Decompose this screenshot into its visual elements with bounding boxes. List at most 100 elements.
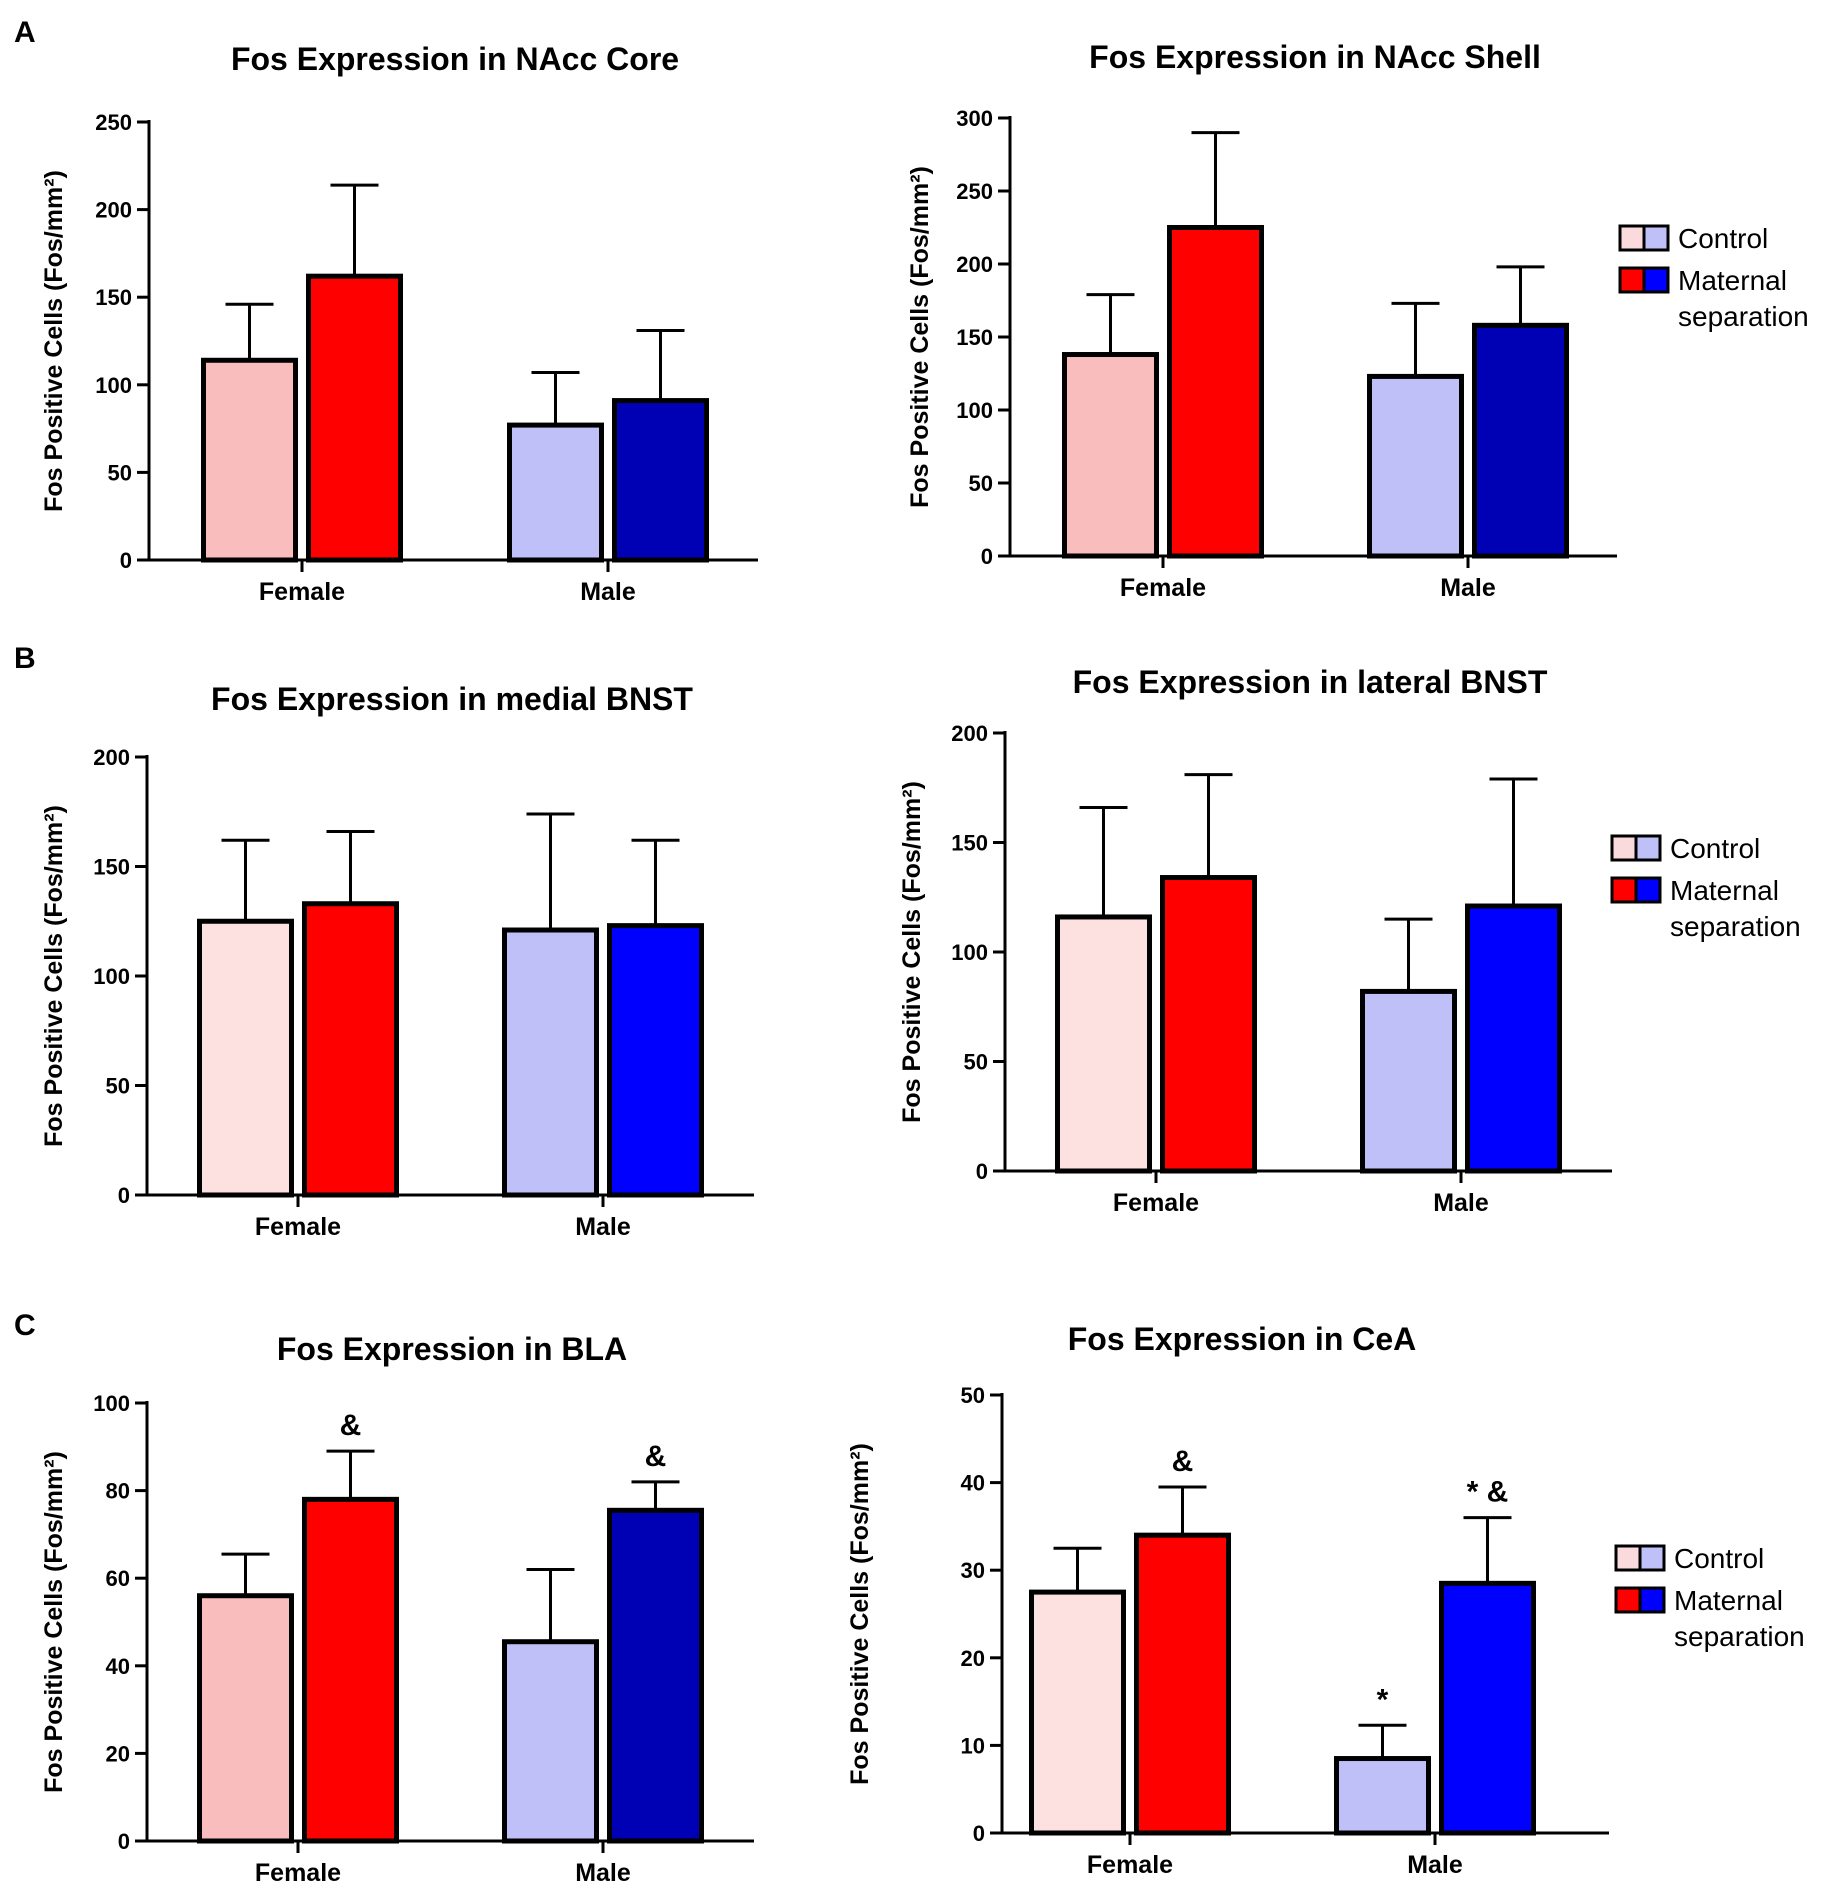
panel-letter-a: A [14,16,36,49]
significance-annotation: & [340,1409,362,1442]
y-tick-label: 80 [106,1479,130,1504]
y-tick-label: 0 [120,548,132,573]
y-axis-label: Fos Positive Cells (Fos/mm²) [40,1451,68,1793]
y-axis-label: Fos Positive Cells (Fos/mm²) [906,166,934,508]
chart-cea: Fos Expression in CeA Fos Positive Cells … [846,1321,1805,1879]
y-tick-label: 150 [956,325,993,350]
y-tick-label: 0 [973,1821,985,1846]
chart-bla: Fos Expression in BLA Fos Positive Cells … [40,1331,754,1887]
y-tick-label: 150 [95,285,132,310]
bar-maternal-separation-male [612,398,709,563]
bar-maternal-separation-female [1134,1532,1231,1836]
y-tick-label: 250 [95,110,132,135]
y-tick-label: 20 [961,1646,985,1671]
y-tick-label: 20 [106,1741,130,1766]
y-tick-label: 100 [951,940,988,965]
x-category-label: Male [1407,1851,1463,1879]
legend-swatch-ms-male [1638,1586,1666,1614]
panel-letter-b: B [14,642,36,675]
y-tick-label: 100 [956,398,993,423]
y-tick-label: 10 [961,1733,985,1758]
bar-control-male [502,927,599,1198]
x-category-label: Male [575,1859,631,1887]
y-tick-label: 0 [118,1183,130,1208]
y-tick-label: 200 [956,252,993,277]
y-tick-label: 100 [95,373,132,398]
x-category-label: Female [1087,1851,1173,1879]
significance-annotation: * & [1467,1476,1509,1509]
chart-title: Fos Expression in lateral BNST [1073,664,1548,700]
y-tick-label: 40 [106,1654,130,1679]
x-category-label: Female [1120,574,1206,602]
y-axis-label: Fos Positive Cells (Fos/mm²) [40,805,68,1147]
chart-title: Fos Expression in CeA [1068,1321,1417,1357]
bar-control-male [1367,373,1464,559]
legend-swatch-control-male [1634,834,1662,862]
legend-swatch-control-male [1642,224,1670,252]
legend-label-control: Control [1674,1543,1764,1574]
bar-control-female [201,357,298,563]
y-tick-label: 0 [981,544,993,569]
bar-control-female [1055,914,1152,1174]
y-tick-label: 50 [108,460,132,485]
y-tick-label: 0 [976,1159,988,1184]
y-tick-label: 200 [95,198,132,223]
legend-swatch-ms-female [1618,266,1646,294]
significance-annotation: & [1172,1445,1194,1478]
bar-control-male [1360,988,1457,1174]
bar-maternal-separation-female [1167,225,1264,559]
bar-maternal-separation-female [306,273,403,563]
y-tick-label: 200 [93,745,130,770]
chart-title: Fos Expression in BLA [277,1331,627,1367]
legend-swatch-control-female [1618,224,1646,252]
y-tick-label: 100 [93,964,130,989]
y-axis-label: Fos Positive Cells (Fos/mm²) [898,781,926,1123]
significance-annotation: * [1377,1683,1389,1716]
legend: Control Maternal separation [1610,833,1801,942]
bar-maternal-separation-male [607,1507,704,1844]
chart-nacc-core: Fos Expression in NAcc Core Fos Positive … [40,41,758,606]
legend-label-maternal: Maternal [1670,875,1779,906]
chart-title: Fos Expression in NAcc Shell [1089,39,1541,75]
chart-nacc-shell: Fos Expression in NAcc Shell Fos Positive… [906,39,1809,602]
legend: Control Maternal separation [1614,1543,1805,1652]
legend-label-maternal: Maternal [1674,1585,1783,1616]
panel-letter-c: C [14,1309,36,1342]
y-axis-label: Fos Positive Cells (Fos/mm²) [846,1443,874,1785]
bar-control-female [1062,352,1159,559]
x-category-label: Male [580,578,636,606]
y-tick-label: 100 [93,1391,130,1416]
legend-label-separation: separation [1678,301,1809,332]
legend-swatch-control-male [1638,1544,1666,1572]
y-tick-label: 300 [956,106,993,131]
y-tick-label: 60 [106,1566,130,1591]
legend-swatch-ms-female [1610,876,1638,904]
legend-swatch-control-female [1614,1544,1642,1572]
legend-label-maternal: Maternal [1678,265,1787,296]
legend-swatch-control-female [1610,834,1638,862]
chart-title: Fos Expression in medial BNST [211,681,693,717]
bar-maternal-separation-female [1160,875,1257,1174]
x-category-label: Female [1113,1189,1199,1217]
legend-label-control: Control [1678,223,1768,254]
bar-control-female [197,918,294,1198]
y-axis-label: Fos Positive Cells (Fos/mm²) [40,170,68,512]
bar-maternal-separation-male [1439,1580,1536,1836]
legend: Control Maternal separation [1618,223,1809,332]
x-category-label: Female [255,1859,341,1887]
legend-label-separation: separation [1670,911,1801,942]
y-tick-label: 50 [961,1383,985,1408]
bar-control-male [507,422,604,563]
significance-annotation: & [645,1440,667,1473]
y-tick-label: 150 [93,855,130,880]
y-tick-label: 250 [956,179,993,204]
bar-control-male [1334,1756,1431,1836]
x-category-label: Female [255,1213,341,1241]
y-tick-label: 50 [106,1074,130,1099]
bar-maternal-separation-female [302,901,399,1198]
chart-medial-bnst: Fos Expression in medial BNST Fos Positiv… [40,681,754,1241]
legend-swatch-ms-female [1614,1586,1642,1614]
y-tick-label: 0 [118,1829,130,1854]
chart-title: Fos Expression in NAcc Core [231,41,679,77]
